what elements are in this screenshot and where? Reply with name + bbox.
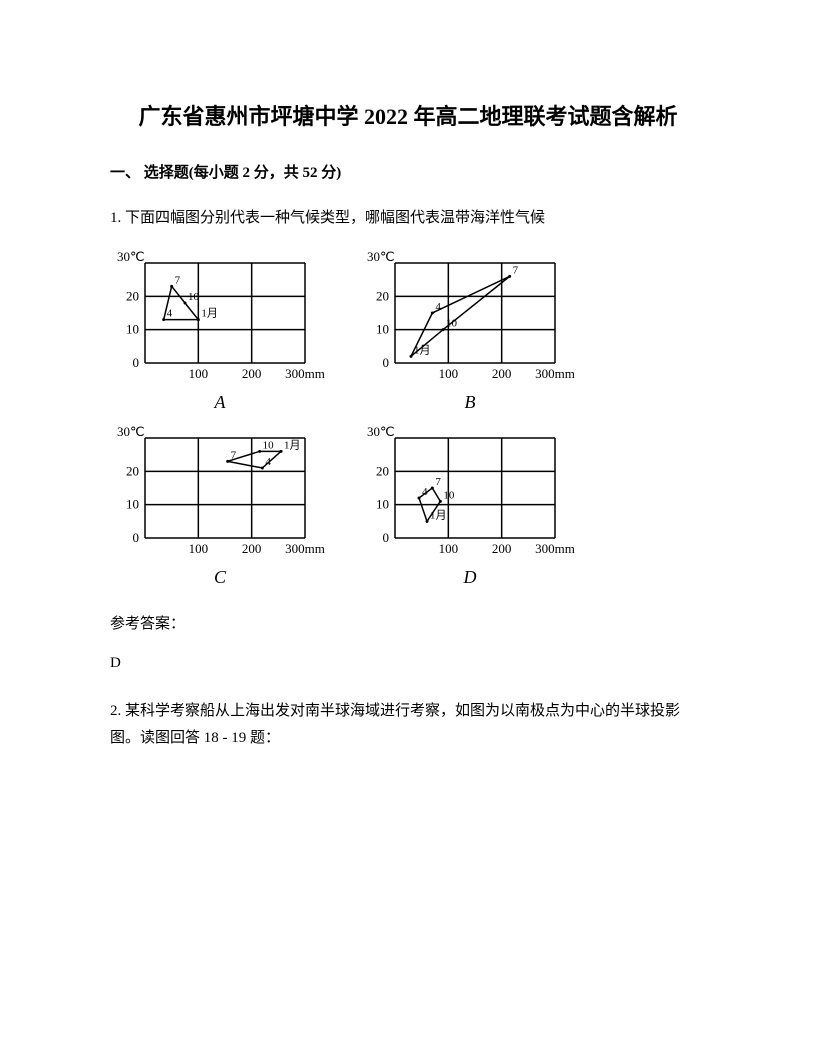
page-title: 广东省惠州市坪塘中学 2022 年高二地理联考试题含解析 (110, 100, 706, 133)
svg-text:30℃: 30℃ (367, 249, 395, 264)
svg-text:300mm: 300mm (535, 541, 575, 556)
svg-text:1月: 1月 (201, 308, 218, 320)
svg-text:200: 200 (242, 366, 262, 381)
svg-text:1月: 1月 (414, 344, 431, 356)
chart-d-wrapper: 30℃01020100200300mm7101月4 D (360, 423, 580, 588)
answer-value: D (110, 655, 706, 672)
svg-text:300mm: 300mm (535, 366, 575, 381)
svg-text:300mm: 300mm (285, 366, 325, 381)
svg-text:200: 200 (492, 366, 512, 381)
question-2: 2. 某科学考察船从上海出发对南半球海域进行考察，如图为以南极点为中心的半球投影… (110, 698, 706, 752)
svg-text:20: 20 (376, 463, 389, 478)
svg-text:10: 10 (443, 489, 455, 501)
svg-text:7: 7 (513, 264, 519, 276)
svg-text:10: 10 (376, 322, 389, 337)
svg-text:0: 0 (383, 355, 390, 370)
svg-text:10: 10 (126, 322, 139, 337)
svg-text:100: 100 (189, 366, 209, 381)
svg-text:30℃: 30℃ (367, 424, 395, 439)
svg-text:4: 4 (167, 308, 173, 320)
svg-text:0: 0 (383, 530, 390, 545)
chart-b-wrapper: 30℃ 0 10 20 100 200 300mm 1月 4 7 10 B (360, 248, 580, 413)
svg-text:7: 7 (175, 274, 181, 286)
chart-a-label: A (215, 392, 226, 413)
svg-text:200: 200 (242, 541, 262, 556)
svg-text:100: 100 (439, 366, 459, 381)
chart-c: 30℃ 0 10 20 100 200 300mm 7 10 1月 4 (110, 423, 330, 563)
charts-container: 30℃01020100200300mm7101月4 A 30℃010201002… (110, 248, 706, 588)
svg-text:10: 10 (376, 497, 389, 512)
svg-text:10: 10 (188, 291, 200, 303)
svg-text:30℃: 30℃ (117, 249, 145, 264)
svg-text:10: 10 (263, 439, 275, 451)
svg-text:100: 100 (189, 541, 209, 556)
chart-d-label: D (464, 567, 477, 588)
question-1: 1. 下面四幅图分别代表一种气候类型，哪幅图代表温带海洋性气候 (110, 206, 706, 230)
svg-text:200: 200 (492, 541, 512, 556)
svg-text:7: 7 (231, 449, 237, 461)
svg-text:100: 100 (439, 541, 459, 556)
svg-text:0: 0 (133, 530, 140, 545)
chart-row-1: 30℃01020100200300mm7101月4 A 30℃010201002… (110, 248, 706, 413)
svg-text:1月: 1月 (430, 509, 447, 521)
svg-text:4: 4 (265, 456, 271, 468)
chart-a: 30℃01020100200300mm7101月4 (110, 248, 330, 388)
svg-text:10: 10 (126, 497, 139, 512)
section-header: 一、 选择题(每小题 2 分，共 52 分) (110, 161, 706, 182)
svg-text:0: 0 (133, 355, 140, 370)
svg-text:20: 20 (126, 288, 139, 303)
chart-a-wrapper: 30℃01020100200300mm7101月4 A (110, 248, 330, 413)
svg-text:20: 20 (126, 463, 139, 478)
chart-c-label: C (214, 567, 226, 588)
chart-c-wrapper: 30℃ 0 10 20 100 200 300mm 7 10 1月 4 C (110, 423, 330, 588)
svg-text:30℃: 30℃ (117, 424, 145, 439)
chart-d: 30℃01020100200300mm7101月4 (360, 423, 580, 563)
chart-row-2: 30℃01020100200300mm7101月4 C 30℃010201002… (110, 423, 706, 588)
svg-text:20: 20 (376, 288, 389, 303)
chart-b: 30℃ 0 10 20 100 200 300mm 1月 4 7 10 (360, 248, 580, 388)
svg-text:300mm: 300mm (285, 541, 325, 556)
chart-b-label: B (465, 392, 476, 413)
svg-text:4: 4 (422, 486, 428, 498)
svg-text:1月: 1月 (284, 439, 301, 451)
svg-text:10: 10 (446, 318, 458, 330)
svg-text:7: 7 (435, 476, 441, 488)
answer-label: 参考答案： (110, 612, 706, 633)
svg-text:4: 4 (435, 301, 441, 313)
